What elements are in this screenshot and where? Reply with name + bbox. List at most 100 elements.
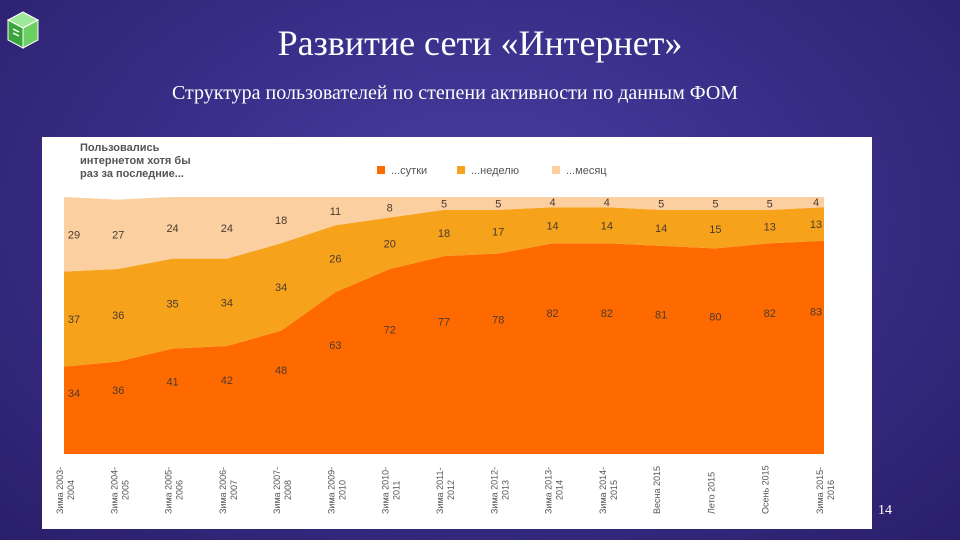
- legend-swatch: [377, 166, 385, 174]
- data-label: 36: [112, 310, 124, 322]
- x-tick-label: Зима 2004- 2005: [109, 467, 130, 514]
- data-label: 80: [709, 311, 721, 323]
- data-label: 27: [112, 229, 124, 241]
- svg-text:Зима 2015-: Зима 2015-: [815, 467, 825, 514]
- svg-text:Зима 2009-: Зима 2009-: [326, 467, 336, 514]
- data-label: 26: [329, 254, 341, 266]
- svg-text:2007: 2007: [229, 480, 239, 500]
- data-label: 34: [68, 388, 80, 400]
- data-label: 5: [767, 198, 773, 210]
- data-label: 36: [112, 385, 124, 397]
- data-label: 5: [712, 198, 718, 210]
- data-label: 34: [221, 297, 233, 309]
- legend-swatch: [552, 166, 560, 174]
- data-label: 13: [764, 222, 776, 234]
- data-label: 4: [813, 197, 819, 209]
- data-label: 42: [221, 375, 233, 387]
- data-label: 5: [441, 198, 447, 210]
- legend-label: ...месяц: [566, 165, 607, 177]
- x-tick-label: Весна 2015: [652, 466, 662, 514]
- slide-subtitle: Структура пользователей по степени актив…: [171, 82, 739, 104]
- svg-text:Зима 2006-: Зима 2006-: [218, 467, 228, 514]
- x-tick-label: Зима 2012- 2013: [489, 467, 510, 514]
- data-label: 11: [330, 206, 341, 218]
- legend-swatch: [457, 166, 465, 174]
- data-label: 4: [550, 197, 556, 209]
- svg-text:2013: 2013: [500, 480, 510, 500]
- area-неделю: [64, 207, 824, 367]
- svg-text:Лето 2015: Лето 2015: [706, 472, 716, 514]
- data-label: 24: [166, 223, 178, 235]
- legend-title-line: интернетом хотя бы: [80, 155, 191, 167]
- x-tick-label: Зима 2006- 2007: [218, 467, 239, 514]
- data-label: 82: [546, 308, 558, 320]
- data-label: 48: [275, 365, 287, 377]
- svg-text:2006: 2006: [175, 480, 185, 500]
- data-label: 20: [384, 238, 396, 250]
- data-label: 63: [329, 340, 341, 352]
- svg-text:2011: 2011: [392, 481, 402, 500]
- data-label: 13: [810, 219, 822, 231]
- data-label: 81: [655, 310, 667, 322]
- data-label: 18: [438, 228, 450, 240]
- data-label: 15: [709, 224, 721, 236]
- x-tick-label: Зима 2013- 2014: [544, 467, 565, 514]
- svg-text:2012: 2012: [446, 480, 456, 500]
- svg-text:Весна 2015: Весна 2015: [652, 466, 662, 514]
- slide-title: Развитие сети «Интернет»: [277, 23, 683, 63]
- x-tick-labels: Зима 2003- 2004 Зима 2004- 2005 Зима 2005- 20…: [55, 465, 836, 514]
- svg-text:Зима 2010-: Зима 2010-: [381, 467, 391, 514]
- x-tick-label: Зима 2003- 2004: [55, 467, 76, 514]
- svg-text:2008: 2008: [283, 480, 293, 500]
- data-label: 77: [438, 316, 450, 328]
- legend-label: ...сутки: [391, 165, 427, 177]
- data-label: 82: [764, 308, 776, 320]
- svg-text:2004: 2004: [66, 480, 76, 500]
- x-tick-label: Лето 2015: [706, 472, 716, 514]
- svg-text:Зима 2011-: Зима 2011-: [435, 467, 445, 514]
- data-label: 5: [658, 198, 664, 210]
- data-label: 17: [492, 227, 504, 239]
- x-tick-label: Зима 2015- 2016: [815, 467, 836, 514]
- svg-text:Зима 2012-: Зима 2012-: [489, 467, 499, 514]
- x-tick-label: Зима 2010- 2011: [381, 467, 402, 514]
- area-сутки: [64, 240, 824, 454]
- svg-text:Зима 2013-: Зима 2013-: [544, 467, 554, 514]
- data-label: 24: [221, 223, 233, 235]
- svg-text:2010: 2010: [337, 480, 347, 500]
- data-label: 29: [68, 229, 80, 241]
- area-месяц: [64, 197, 824, 272]
- data-label: 82: [601, 308, 613, 320]
- data-label: 83: [810, 306, 822, 318]
- svg-text:2016: 2016: [826, 480, 836, 500]
- data-label: 14: [546, 220, 558, 232]
- x-tick-label: Зима 2005- 2006: [164, 467, 185, 514]
- data-label: 41: [166, 377, 178, 389]
- data-label: 72: [384, 325, 396, 337]
- x-tick-label: Зима 2009- 2010: [326, 467, 347, 514]
- svg-text:Зима 2005-: Зима 2005-: [164, 467, 174, 514]
- x-tick-label: Зима 2014- 2015: [598, 467, 619, 514]
- data-label: 34: [275, 282, 287, 294]
- page-number: 14: [878, 503, 892, 518]
- svg-text:Зима 2007-: Зима 2007-: [272, 467, 282, 514]
- data-label: 35: [166, 299, 178, 311]
- svg-text:2005: 2005: [120, 480, 130, 500]
- data-label: 14: [601, 220, 613, 232]
- x-tick-label: Зима 2011- 2012: [435, 467, 456, 514]
- data-label: 37: [68, 314, 80, 326]
- data-labels: 34 36 41 42 48 63 72 77 78 82 82 81 80 82 83 37 36 35 34 34…: [68, 197, 822, 400]
- svg-text:Зима 2004-: Зима 2004-: [109, 467, 119, 514]
- logo-icon: [6, 10, 40, 50]
- chart-panel: Пользовались интернетом хотя бы раз за пос…: [42, 137, 872, 529]
- x-tick-label: Зима 2007- 2008: [272, 467, 293, 514]
- data-label: 78: [492, 315, 504, 327]
- svg-text:Зима 2003-: Зима 2003-: [55, 467, 65, 514]
- data-label: 4: [604, 197, 610, 209]
- legend-title-line: Пользовались: [80, 142, 160, 154]
- data-label: 5: [495, 198, 501, 210]
- x-tick-label: Осень 2015: [761, 465, 771, 514]
- legend: ...сутки ...неделю ...месяц: [377, 165, 607, 177]
- legend-label: ...неделю: [471, 165, 519, 177]
